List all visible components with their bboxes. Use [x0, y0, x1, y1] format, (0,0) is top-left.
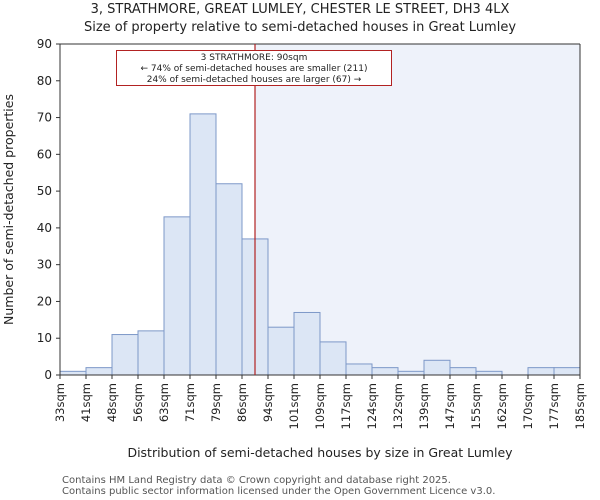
y-tick-label: 20	[37, 294, 52, 308]
y-tick-label: 0	[44, 368, 52, 382]
annotation-line-3: 24% of semi-detached houses are larger (…	[146, 75, 362, 85]
x-tick-label: 56sqm	[131, 383, 145, 422]
x-tick-label: 94sqm	[261, 383, 275, 422]
histogram-bar	[345, 363, 373, 376]
y-tick-label: 60	[37, 147, 52, 161]
y-tick-label: 90	[37, 37, 52, 51]
x-tick-label: 79sqm	[209, 383, 223, 422]
x-tick-label: 109sqm	[313, 383, 327, 429]
histogram-bar	[423, 359, 451, 376]
histogram-bar	[371, 367, 399, 376]
histogram-bar	[553, 367, 581, 376]
chart-title-line1: 3, STRATHMORE, GREAT LUMLEY, CHESTER LE …	[90, 2, 510, 17]
x-tick-label: 124sqm	[365, 383, 379, 429]
y-axis-title: Number of semi-detached properties	[1, 94, 16, 325]
x-tick-label: 41sqm	[79, 383, 93, 422]
x-tick-label: 185sqm	[573, 383, 587, 429]
x-tick-label: 177sqm	[547, 383, 561, 429]
histogram-chart: 0 10 20 30 40 50 60 70 80 90 33sqm 41sqm 48sqm 56sqm 6…	[1, 37, 587, 460]
footer-licence: Contains public sector information licen…	[62, 486, 496, 497]
x-tick-label: 117sqm	[339, 383, 353, 429]
histogram-bar	[319, 341, 347, 376]
x-tick-label: 147sqm	[443, 383, 457, 429]
footer-copyright: Contains HM Land Registry data © Crown c…	[62, 475, 451, 486]
histogram-bar	[111, 334, 139, 376]
histogram-bar	[163, 216, 191, 376]
histogram-bar	[267, 326, 295, 376]
marker-annotation-box: 3 STRATHMORE: 90sqm ← 74% of semi-detach…	[116, 50, 392, 86]
x-tick-label: 101sqm	[287, 383, 301, 429]
annotation-line-1: 3 STRATHMORE: 90sqm	[200, 53, 308, 63]
x-tick-label: 139sqm	[417, 383, 431, 429]
x-tick-label: 170sqm	[521, 383, 535, 429]
histogram-bar	[137, 330, 165, 376]
histogram-bar	[397, 370, 425, 376]
y-tick-label: 30	[37, 258, 52, 272]
histogram-bar	[189, 113, 217, 376]
y-tick-label: 50	[37, 184, 52, 198]
histogram-bar	[59, 370, 87, 376]
histogram-bar	[527, 367, 555, 376]
histogram-bar	[449, 367, 477, 376]
x-tick-label: 48sqm	[105, 383, 119, 422]
x-tick-label: 86sqm	[235, 383, 249, 422]
histogram-bar	[475, 370, 503, 376]
annotation-line-2: ← 74% of semi-detached houses are smalle…	[140, 64, 368, 74]
y-tick-label: 10	[37, 331, 52, 345]
x-tick-label: 63sqm	[157, 383, 171, 422]
x-tick-label: 33sqm	[53, 383, 67, 422]
x-tick-label: 155sqm	[469, 383, 483, 429]
histogram-bar	[215, 183, 243, 376]
chart-title-line2: Size of property relative to semi-detach…	[83, 20, 517, 35]
histogram-bar	[85, 367, 113, 376]
y-tick-label: 70	[37, 111, 52, 125]
histogram-bar	[293, 311, 321, 376]
x-tick-label: 162sqm	[495, 383, 509, 429]
y-tick-label: 80	[37, 74, 52, 88]
x-axis-title: Distribution of semi-detached houses by …	[127, 445, 513, 460]
x-tick-label: 132sqm	[391, 383, 405, 429]
y-tick-label: 40	[37, 221, 52, 235]
x-tick-label: 71sqm	[183, 383, 197, 422]
